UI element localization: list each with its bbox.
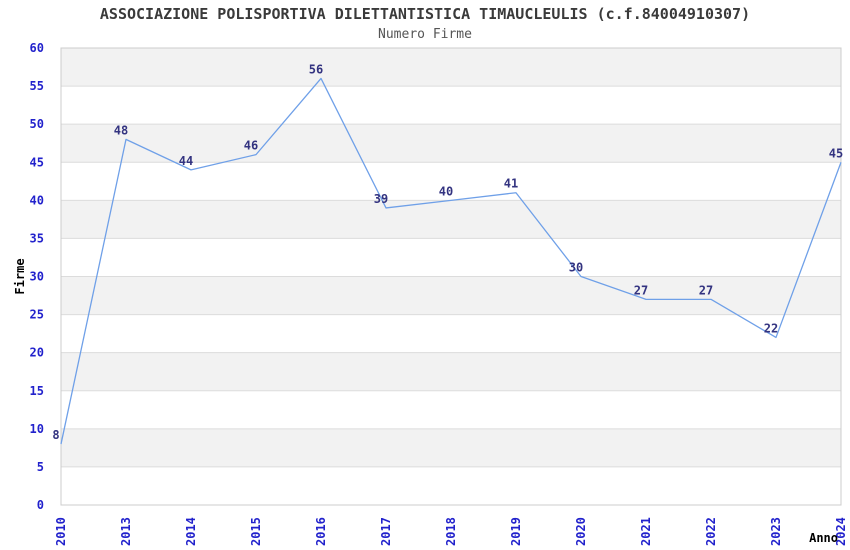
plot-band: [61, 86, 841, 125]
chart-title: ASSOCIAZIONE POLISPORTIVA DILETTANTISTIC…: [99, 5, 751, 23]
y-tick-label: 0: [37, 498, 44, 512]
x-tick-label: 2016: [314, 517, 328, 546]
plot-band: [61, 124, 841, 163]
data-label: 45: [829, 146, 843, 160]
data-label: 41: [504, 177, 518, 191]
x-tick-label: 2014: [184, 517, 198, 546]
data-label: 27: [699, 283, 713, 297]
x-tick-label: 2010: [54, 517, 68, 546]
data-label: 30: [569, 261, 583, 275]
y-tick-label: 60: [30, 41, 44, 55]
y-tick-label: 35: [30, 231, 44, 245]
y-tick-label: 55: [30, 79, 44, 93]
x-tick-label: 2019: [509, 517, 523, 546]
y-tick-label: 30: [30, 270, 44, 284]
data-label: 46: [244, 139, 258, 153]
x-tick-label: 2020: [574, 517, 588, 546]
data-label: 56: [309, 62, 323, 76]
y-tick-label: 45: [30, 155, 44, 169]
y-axis-label: Firme: [13, 258, 27, 294]
x-tick-label: 2022: [704, 517, 718, 546]
y-tick-label: 50: [30, 117, 44, 131]
x-tick-label: 2023: [769, 517, 783, 546]
y-tick-label: 25: [30, 308, 44, 322]
plot-band: [61, 238, 841, 277]
plot-band: [61, 390, 841, 429]
chart-subtitle: Numero Firme: [378, 27, 472, 42]
plot-band: [61, 466, 841, 505]
plot-band: [61, 162, 841, 201]
x-tick-label: 2018: [444, 517, 458, 546]
y-tick-label: 10: [30, 422, 44, 436]
plot-band: [61, 200, 841, 239]
data-label: 22: [764, 321, 778, 335]
x-tick-label: 2021: [639, 517, 653, 546]
data-label: 48: [114, 123, 128, 137]
x-tick-label: 2017: [379, 517, 393, 546]
plot-border: [60, 47, 842, 506]
plot-band: [61, 314, 841, 353]
y-tick-label: 15: [30, 384, 44, 398]
y-tick-label: 40: [30, 193, 44, 207]
data-label: 44: [179, 154, 193, 168]
y-tick-label: 20: [30, 346, 44, 360]
plot-band: [61, 352, 841, 391]
x-tick-label: 2013: [119, 517, 133, 546]
x-tick-label: 2015: [249, 517, 263, 546]
plot-band: [61, 428, 841, 467]
plot-band: [61, 48, 841, 87]
data-label: 8: [52, 428, 59, 442]
data-label: 27: [634, 283, 648, 297]
x-tick-label: 2024: [834, 517, 848, 546]
x-axis-label: Anno: [809, 531, 838, 545]
data-label: 39: [374, 192, 388, 206]
data-label: 40: [439, 184, 453, 198]
y-tick-label: 5: [37, 460, 44, 474]
plot-band: [61, 276, 841, 315]
series-line: [60, 77, 842, 445]
